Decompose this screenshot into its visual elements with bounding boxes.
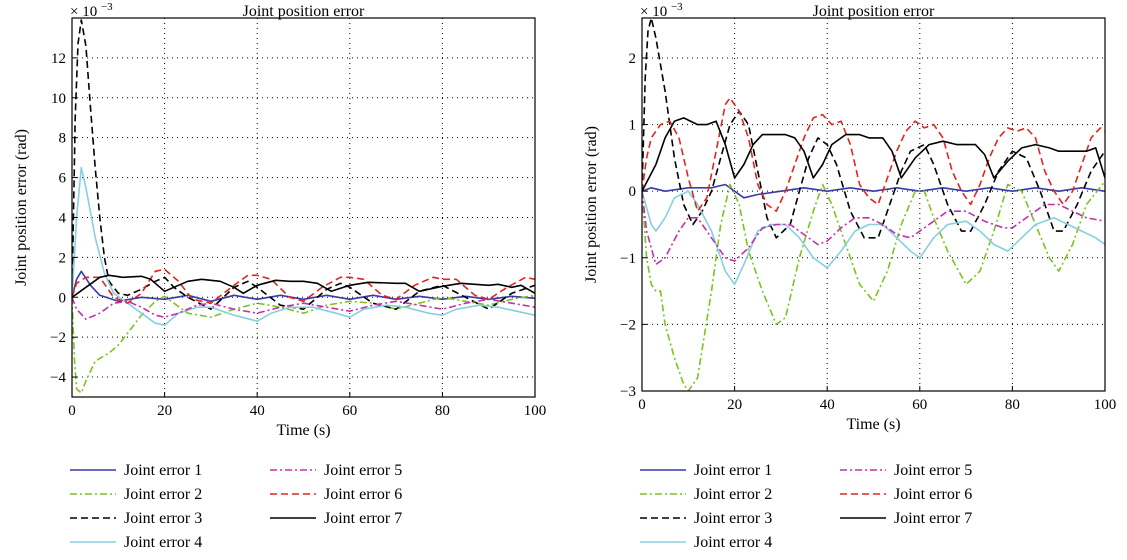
y-tick-label: 8 <box>59 131 67 147</box>
y-tick-label: 1 <box>629 118 637 134</box>
legend-label-1: Joint error 1 <box>124 462 202 479</box>
chart-panel-1: 0 20 40 60 80 100 −4 −2 0 2 4 6 8 10 12 × 10 −3 Joint po… <box>13 1 546 551</box>
legend-label-3: Joint error 3 <box>694 510 772 527</box>
series-line-2 <box>642 180 1105 391</box>
series-line-5 <box>72 297 535 320</box>
series-line-1 <box>642 183 1105 199</box>
y-tick-label: 12 <box>51 51 66 67</box>
series-line-7 <box>72 274 535 298</box>
x-tick-label: 0 <box>68 403 76 419</box>
x-tick-label: 0 <box>638 397 646 413</box>
series-line-3 <box>72 19 535 310</box>
series-line-7 <box>642 117 1105 192</box>
y-axis-label: Joint position error (rad) <box>583 126 600 283</box>
x-tick-label: 40 <box>250 403 265 419</box>
y-tick-label: −3 <box>620 384 636 400</box>
x-tick-label: 80 <box>1005 397 1020 413</box>
x-tick-label: 100 <box>1094 397 1117 413</box>
y-tick-label: 4 <box>59 210 67 226</box>
chart-title: Joint position error <box>813 3 935 20</box>
series-line-4 <box>642 190 1105 286</box>
y-tick-label: −2 <box>50 330 66 346</box>
y-tick-label: 2 <box>629 51 637 67</box>
y-tick-label: 2 <box>59 250 67 266</box>
x-tick-label: 20 <box>157 403 172 419</box>
legend-label-3: Joint error 3 <box>124 510 202 527</box>
y-tick-label: 10 <box>51 91 66 107</box>
plot-frame <box>641 17 1106 392</box>
x-axis-label: Time (s) <box>846 416 900 433</box>
y-axis-label: Joint position error (rad) <box>13 129 30 286</box>
x-tick-label: 80 <box>435 403 450 419</box>
plot-frame <box>71 17 536 398</box>
series-line-3 <box>642 18 1105 239</box>
y-tick-label: 0 <box>59 290 67 306</box>
series-line-1 <box>72 270 535 303</box>
legend-label-4: Joint error 4 <box>124 534 202 551</box>
axis-exponent-label: × 10 −3 <box>70 1 113 20</box>
legend-label-1: Joint error 1 <box>694 462 772 479</box>
x-tick-label: 100 <box>524 403 547 419</box>
series-line-2 <box>72 294 535 394</box>
x-tick-label: 60 <box>342 403 357 419</box>
legend: Joint error 1 Joint error 2 Joint error 3 J… <box>640 462 972 551</box>
legend-label-2: Joint error 2 <box>124 486 202 503</box>
legend-label-4: Joint error 4 <box>694 534 772 551</box>
chart-panel-2: 0 20 40 60 80 100 −3 −2 −1 0 1 2 × 10 −3 Joint positi… <box>583 1 1116 551</box>
x-tick-label: 20 <box>727 397 742 413</box>
y-tick-label: −1 <box>620 251 636 267</box>
x-tick-label: 40 <box>820 397 835 413</box>
legend-label-6: Joint error 6 <box>894 486 972 503</box>
legend-label-5: Joint error 5 <box>894 462 972 479</box>
y-tick-label: −4 <box>50 370 66 386</box>
x-tick-label: 60 <box>912 397 927 413</box>
legend-label-6: Joint error 6 <box>324 486 402 503</box>
series-line-6 <box>642 97 1105 212</box>
series-line-6 <box>72 268 535 304</box>
legend-label-5: Joint error 5 <box>324 462 402 479</box>
x-axis-label: Time (s) <box>276 422 330 439</box>
series-line-4 <box>72 166 535 326</box>
legend: Joint error 1 Joint error 2 Joint error 3 J… <box>70 462 402 551</box>
chart-title: Joint position error <box>243 3 365 20</box>
legend-label-2: Joint error 2 <box>694 486 772 503</box>
axis-exponent-label: × 10 −3 <box>640 1 683 20</box>
legend-label-7: Joint error 7 <box>894 510 972 527</box>
y-tick-label: 0 <box>629 184 637 200</box>
y-tick-label: −2 <box>620 317 636 333</box>
y-tick-label: 6 <box>59 171 67 187</box>
legend-label-7: Joint error 7 <box>324 510 402 527</box>
series-line-5 <box>642 191 1105 266</box>
